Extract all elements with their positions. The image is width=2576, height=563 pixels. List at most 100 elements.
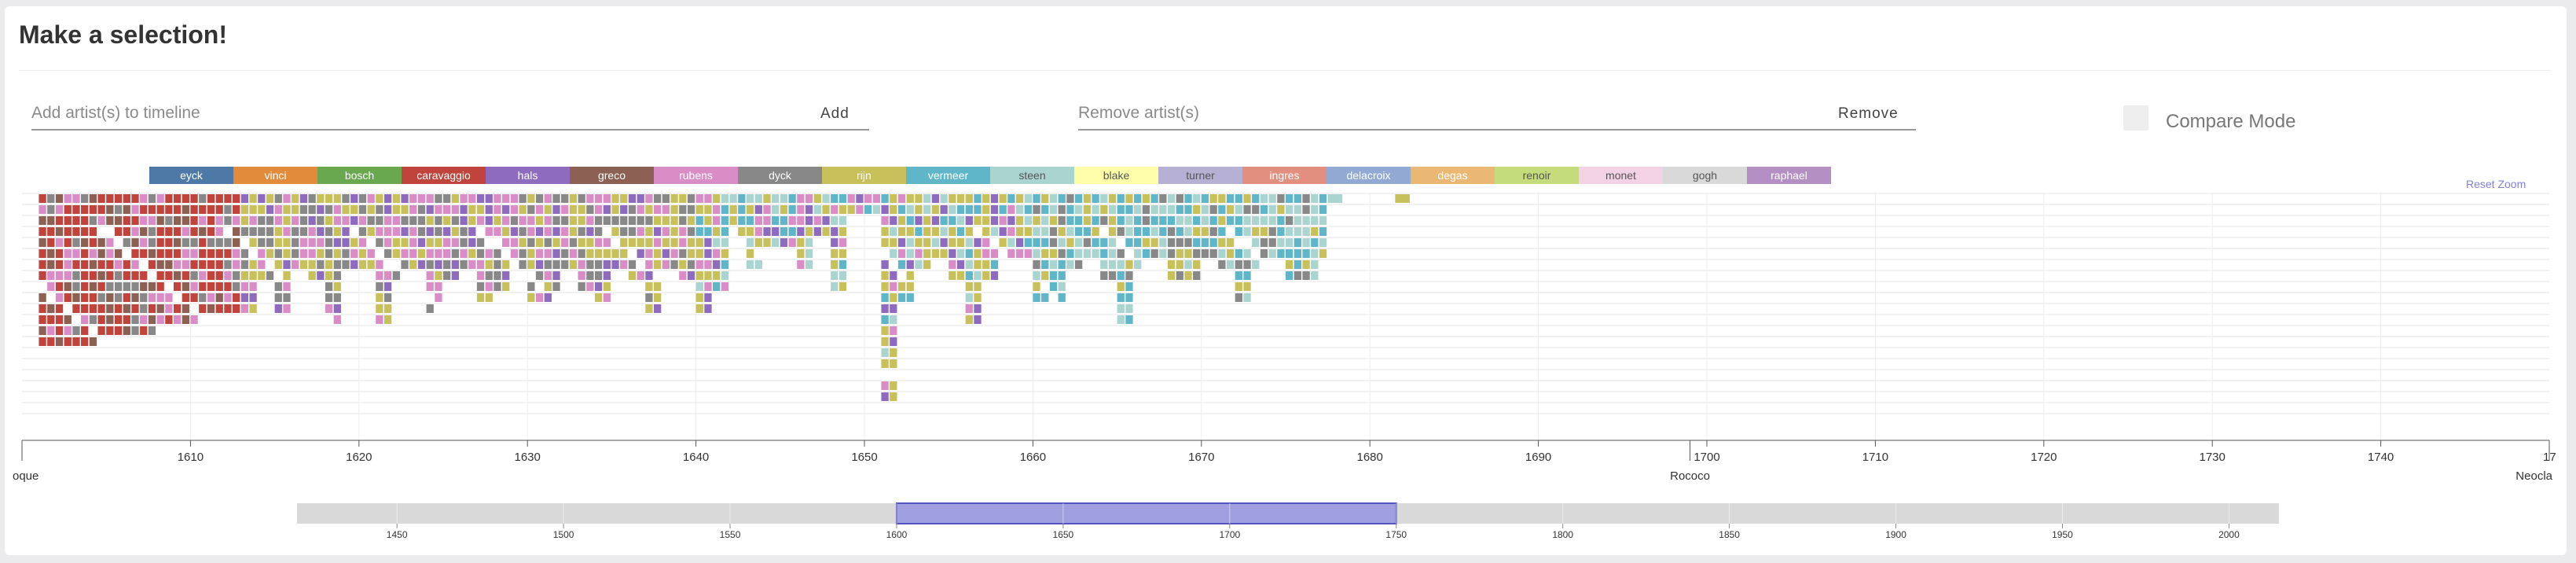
artwork-block — [64, 271, 72, 280]
artwork-block — [1007, 238, 1015, 247]
legend-item-rijn[interactable]: rijn — [822, 167, 906, 184]
artwork-block — [578, 205, 585, 214]
artwork-block — [240, 260, 249, 269]
legend-item-dyck[interactable]: dyck — [738, 167, 822, 184]
artwork-block — [603, 260, 611, 269]
legend-item-delacroix[interactable]: delacroix — [1327, 167, 1411, 184]
artwork-block — [240, 216, 249, 225]
legend-item-vinci[interactable]: vinci — [233, 167, 317, 184]
artwork-block — [1286, 205, 1294, 214]
artwork-block — [140, 216, 148, 225]
artwork-block — [544, 238, 552, 247]
legend-item-vermeer[interactable]: vermeer — [906, 167, 990, 184]
artwork-block — [510, 216, 519, 225]
artwork-block — [367, 216, 375, 225]
artwork-block — [965, 194, 973, 203]
artwork-block — [721, 238, 729, 247]
legend-item-bosch[interactable]: bosch — [317, 167, 402, 184]
artwork-block — [949, 227, 956, 236]
artwork-block — [266, 238, 274, 247]
artwork-block — [704, 271, 712, 280]
artwork-block — [64, 194, 72, 203]
artwork-block — [561, 249, 569, 258]
artwork-block — [1041, 249, 1049, 258]
artwork-block — [881, 227, 889, 236]
artwork-block — [713, 205, 721, 214]
artwork-block — [1049, 216, 1058, 225]
artwork-block — [1311, 216, 1319, 225]
artwork-block — [182, 282, 189, 291]
artwork-block — [383, 293, 392, 302]
artwork-block — [956, 227, 965, 236]
legend-item-blake[interactable]: blake — [1074, 167, 1158, 184]
artwork-block — [426, 227, 434, 236]
artwork-block — [224, 238, 232, 247]
compare-mode-checkbox[interactable] — [2123, 105, 2149, 131]
artwork-block — [502, 282, 510, 291]
artwork-block — [999, 227, 1007, 236]
remove-button[interactable]: Remove — [1838, 105, 1899, 122]
artwork-block — [805, 216, 813, 225]
artwork-block — [704, 205, 712, 214]
artwork-block — [813, 216, 821, 225]
artwork-block — [940, 249, 948, 258]
artwork-block — [695, 238, 703, 247]
artwork-block — [881, 205, 889, 214]
artwork-block — [872, 205, 881, 214]
legend-item-monet[interactable]: monet — [1579, 167, 1663, 184]
legend-item-gogh[interactable]: gogh — [1663, 167, 1747, 184]
artwork-block — [1319, 249, 1327, 258]
artwork-block — [383, 205, 392, 214]
artwork-block — [376, 194, 383, 203]
artwork-block — [1125, 282, 1133, 291]
artwork-block — [999, 238, 1007, 247]
artwork-block — [1294, 249, 1302, 258]
legend-item-caravaggio[interactable]: caravaggio — [402, 167, 486, 184]
artwork-block — [1277, 238, 1285, 247]
legend-item-ingres[interactable]: ingres — [1242, 167, 1327, 184]
artwork-block — [106, 194, 114, 203]
artwork-block — [376, 315, 383, 324]
artwork-block — [233, 271, 240, 280]
artwork-block — [1015, 205, 1024, 214]
legend-item-raphael[interactable]: raphael — [1747, 167, 1831, 184]
artwork-block — [831, 227, 838, 236]
artwork-block — [1235, 205, 1242, 214]
artwork-block — [838, 260, 847, 269]
artwork-block — [1024, 238, 1032, 247]
remove-artist-input[interactable] — [1078, 98, 1916, 129]
artwork-block — [1033, 216, 1040, 225]
artwork-block — [704, 216, 712, 225]
artwork-block — [1041, 227, 1049, 236]
artwork-block — [460, 194, 468, 203]
artwork-block — [148, 238, 156, 247]
legend-item-rubens[interactable]: rubens — [654, 167, 738, 184]
artwork-block — [182, 304, 189, 313]
artwork-block — [1235, 194, 1242, 203]
legend-item-hals[interactable]: hals — [486, 167, 570, 184]
artwork-block — [695, 260, 703, 269]
artwork-block — [897, 194, 906, 203]
legend-item-eyck[interactable]: eyck — [149, 167, 233, 184]
reset-zoom-button[interactable]: Reset Zoom — [2466, 178, 2526, 190]
add-artist-input[interactable] — [31, 98, 869, 129]
legend-item-renoir[interactable]: renoir — [1495, 167, 1579, 184]
legend-item-greco[interactable]: greco — [570, 167, 654, 184]
legend-item-turner[interactable]: turner — [1158, 167, 1242, 184]
artwork-block — [451, 260, 460, 269]
artwork-block — [367, 227, 375, 236]
artwork-block — [308, 249, 316, 258]
artwork-block — [350, 249, 358, 258]
legend-item-degas[interactable]: degas — [1411, 167, 1495, 184]
artwork-block — [317, 271, 325, 280]
artwork-block — [156, 282, 164, 291]
artwork-block — [72, 260, 80, 269]
artwork-block — [687, 249, 695, 258]
legend-item-steen[interactable]: steen — [990, 167, 1074, 184]
artwork-block — [695, 293, 703, 302]
artwork-block — [1193, 205, 1201, 214]
add-button[interactable]: Add — [820, 105, 849, 122]
artwork-block — [55, 227, 64, 236]
artwork-block — [645, 194, 653, 203]
